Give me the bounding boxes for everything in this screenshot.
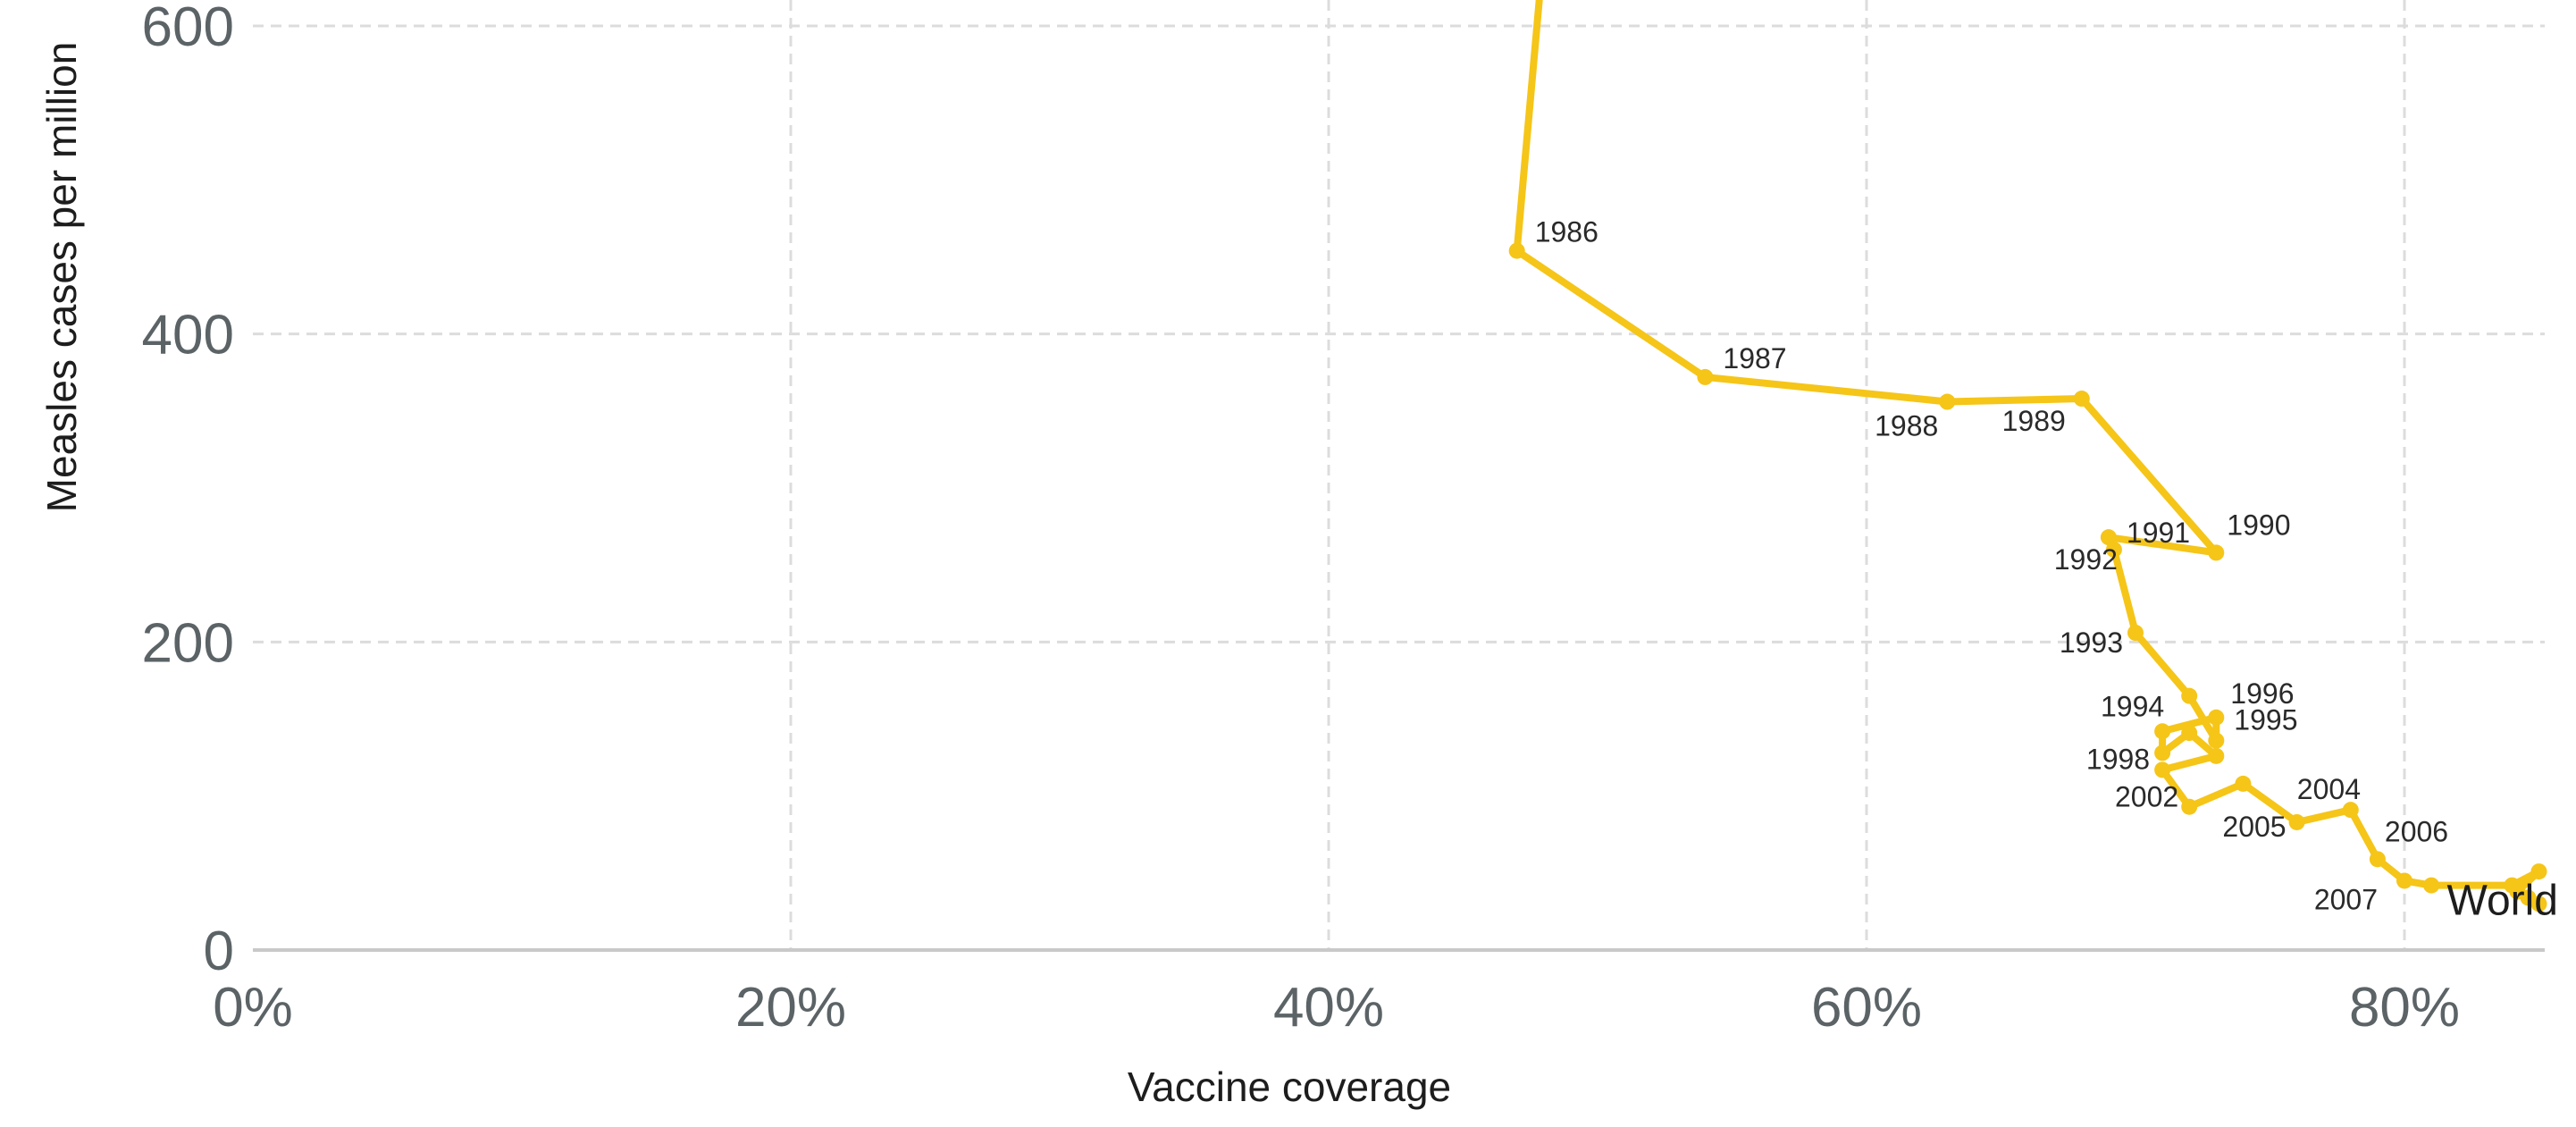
year-label-2004: 2004 (2297, 773, 2361, 805)
y-tick-label: 400 (142, 305, 234, 366)
data-point-2005 (2288, 813, 2305, 830)
year-label-2005: 2005 (2222, 811, 2286, 843)
data-point-1989 (2073, 391, 2090, 408)
data-point-1992 (2105, 541, 2122, 558)
data-point-2006 (2369, 851, 2386, 868)
data-point-1998 (2154, 744, 2171, 761)
data-point-2013 (2530, 896, 2547, 913)
data-point-1993 (2127, 625, 2144, 642)
y-tick-label: 0 (204, 921, 234, 982)
data-point-2003 (2235, 775, 2252, 792)
year-label-1989: 1989 (2002, 405, 2066, 437)
y-tick-label: 200 (142, 612, 234, 674)
series-line-world (1513, 0, 2543, 908)
data-point-1986 (1508, 242, 1525, 259)
data-point-2001 (2154, 761, 2171, 778)
data-point-1987 (1697, 368, 1714, 385)
data-point-1991 (2100, 529, 2117, 546)
data-point-2000 (2208, 747, 2225, 764)
label-layer: 1986 1987 1988 1989 1990 1991 1992 1993 1994 1995… (1535, 216, 2558, 925)
year-label-1986: 1986 (1535, 216, 1598, 248)
year-label-2006: 2006 (2385, 815, 2448, 847)
data-point-1997 (2154, 723, 2171, 740)
year-label-2002: 2002 (2115, 781, 2178, 813)
data-point-2010 (2530, 863, 2547, 880)
data-point-2007 (2396, 872, 2412, 889)
year-label-2007: 2007 (2314, 883, 2378, 915)
x-tick-label: 20% (735, 977, 846, 1039)
axes: 0 200 400 600 0% 20% 40% 60% 80% (142, 0, 2545, 1039)
x-axis-title: Vaccine coverage (1128, 1064, 1451, 1110)
x-tick-label: 80% (2349, 977, 2460, 1039)
year-label-1993: 1993 (2060, 627, 2123, 659)
y-axis-title: Measles cases per million (38, 42, 85, 513)
data-point-1988 (1939, 393, 1956, 410)
year-label-1995: 1995 (2234, 704, 2297, 736)
data-point-1994 (2181, 687, 2198, 704)
x-tick-label: 60% (1811, 977, 1922, 1039)
data-point-2008 (2423, 877, 2440, 894)
x-tick-label: 40% (1273, 977, 1384, 1039)
year-label-1992: 1992 (2054, 543, 2118, 576)
grid-lines (253, 0, 2545, 950)
year-label-1990: 1990 (2227, 509, 2290, 541)
year-label-1998: 1998 (2086, 743, 2150, 775)
data-point-1995 (2208, 732, 2225, 749)
data-point-1996 (2208, 709, 2225, 726)
data-point-2002 (2181, 798, 2198, 815)
series-name-label: World (2447, 877, 2558, 924)
year-label-1988: 1988 (1875, 410, 1938, 442)
data-point-2004 (2342, 802, 2359, 819)
data-point-1990 (2208, 544, 2225, 561)
year-label-1987: 1987 (1723, 342, 1786, 374)
y-tick-label: 600 (142, 0, 234, 58)
year-label-1996: 1996 (2230, 677, 2294, 710)
series-layer (1508, 0, 2547, 913)
year-label-1991: 1991 (2127, 517, 2190, 549)
year-label-1994: 1994 (2101, 691, 2164, 723)
data-point-1999 (2181, 725, 2198, 742)
x-tick-label: 0% (213, 977, 293, 1039)
